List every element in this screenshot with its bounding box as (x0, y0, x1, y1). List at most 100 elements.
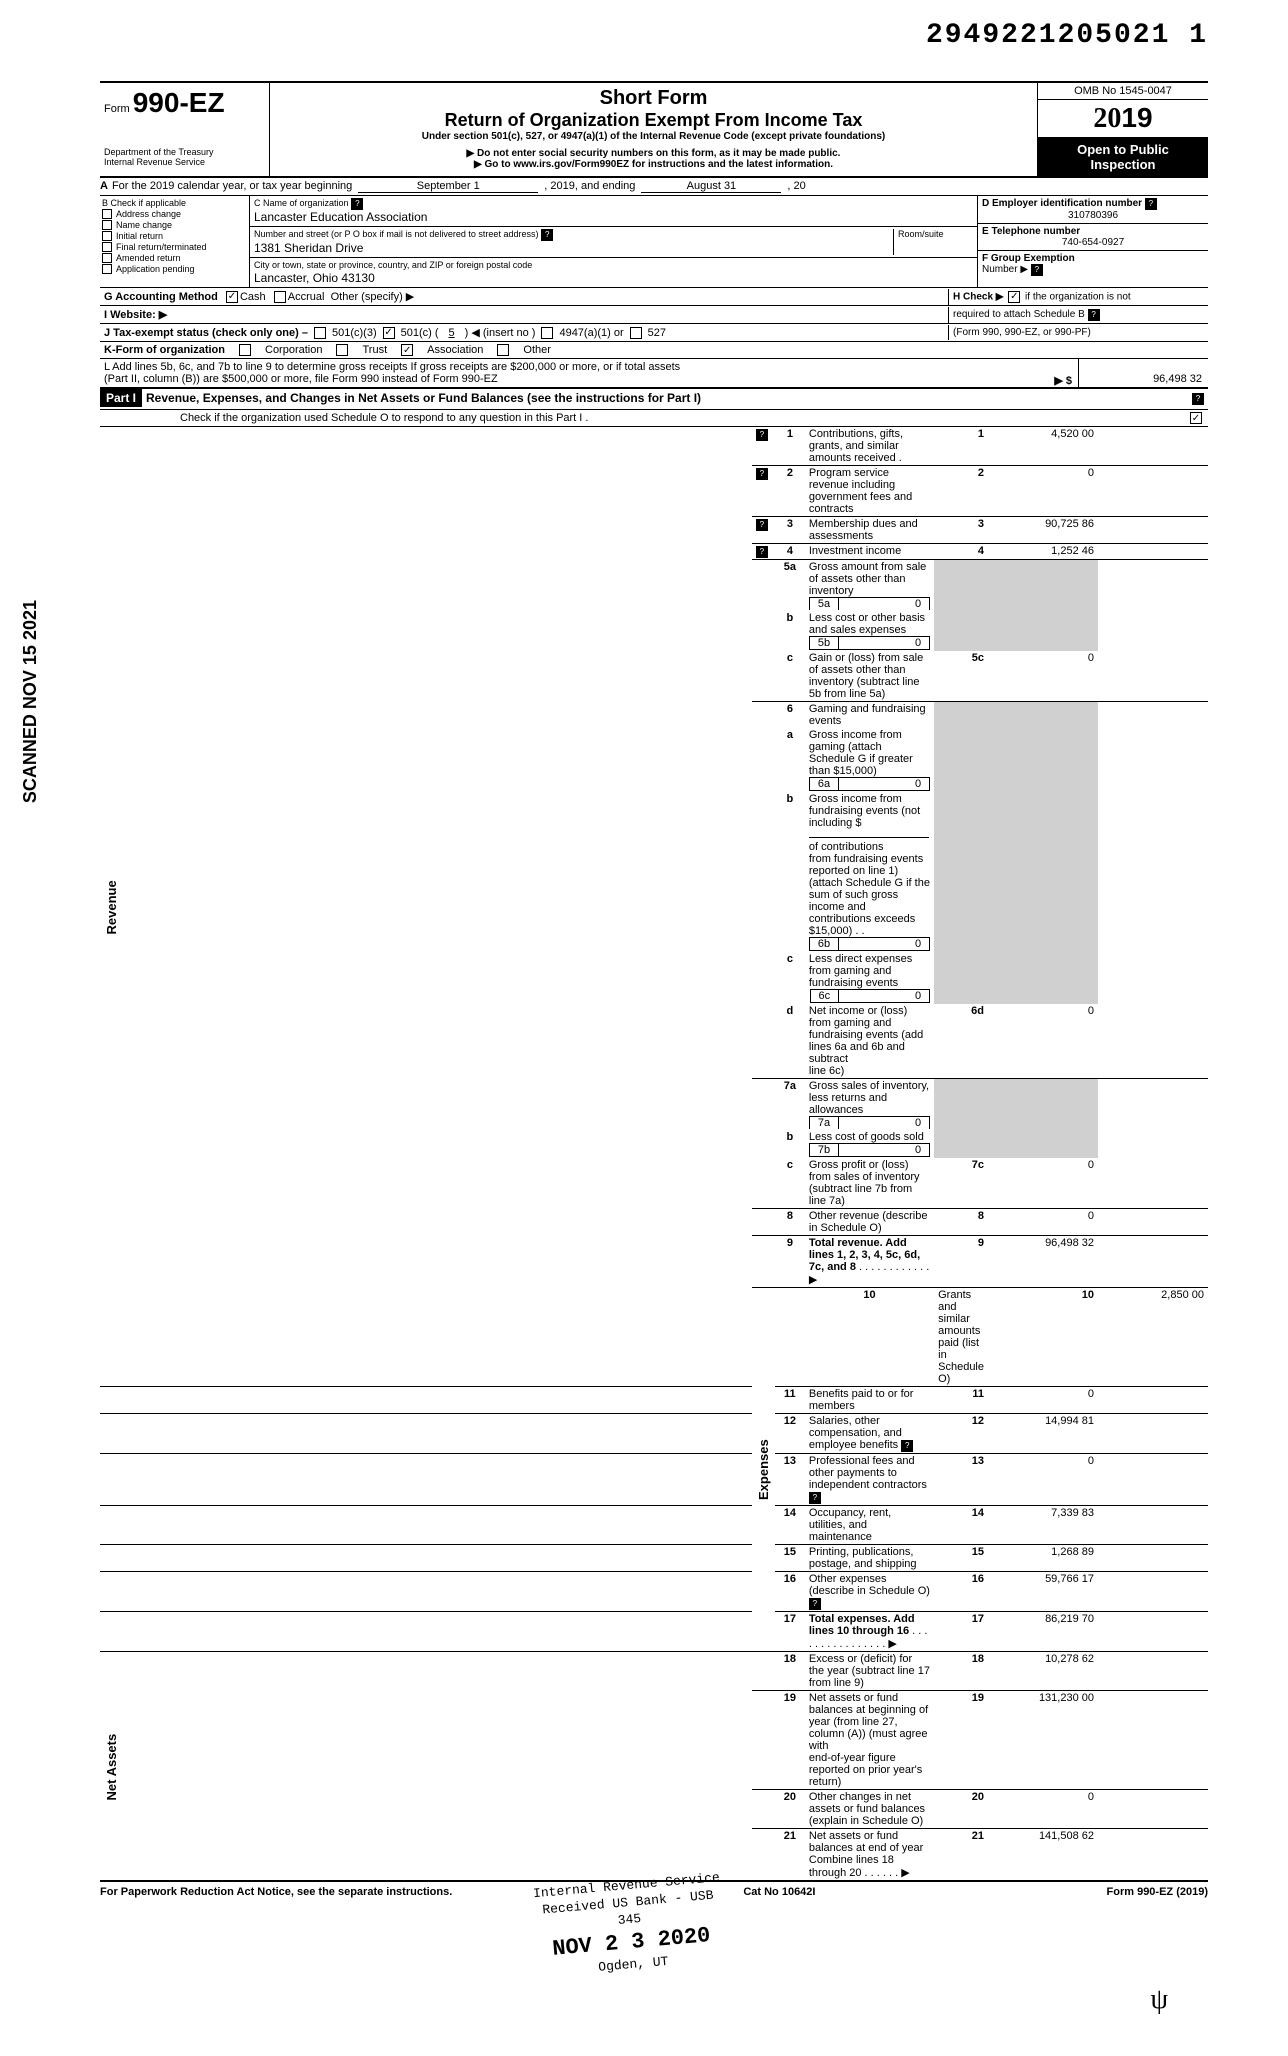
ln-2: 2 (775, 466, 805, 517)
ein-value[interactable]: 310780396 (982, 210, 1204, 221)
txt-12: Salaries, other compensation, and employ… (809, 1415, 902, 1451)
box-11: 11 (934, 1387, 988, 1414)
street-value[interactable]: 1381 Sheridan Drive (254, 241, 363, 255)
ln-6d: d (775, 1004, 805, 1079)
help-icon[interactable]: ? (756, 546, 768, 558)
chk-schedule-b[interactable] (1008, 291, 1020, 303)
ein-label: D Employer identification number (982, 198, 1142, 209)
row-a-end2: , 20 (787, 180, 805, 193)
year-end[interactable]: August 31 (641, 180, 781, 193)
col-b-checkboxes: B Check if applicable Address change Nam… (100, 196, 250, 287)
omb-number: OMB No 1545-0047 (1038, 83, 1208, 100)
label-k: K-Form of organization (104, 344, 225, 356)
chk-trust[interactable] (336, 344, 348, 356)
box-9: 9 (934, 1236, 988, 1288)
row-a-text: For the 2019 calendar year, or tax year … (112, 180, 352, 193)
help-icon[interactable]: ? (351, 198, 363, 210)
help-icon[interactable]: ? (756, 468, 768, 480)
city-value[interactable]: Lancaster, Ohio 43130 (254, 271, 375, 285)
help-icon[interactable]: ? (541, 229, 553, 241)
val-21: 141,508 62 (988, 1829, 1098, 1882)
chk-initial-return[interactable] (102, 231, 112, 241)
help-icon[interactable]: ? (1031, 264, 1043, 276)
chk-501c[interactable] (383, 327, 395, 339)
form-header: Form 990-EZ Department of the Treasury I… (100, 81, 1208, 178)
main-table: Revenue ? 1 Contributions, gifts, grants… (100, 427, 1208, 1882)
ln-8: 8 (775, 1209, 805, 1236)
name-label: C Name of organization (254, 198, 349, 208)
txt-21: Net assets or fund balances at end of ye… (809, 1830, 923, 1879)
help-icon[interactable]: ? (1145, 198, 1157, 210)
txt-19b: end-of-year figure reported on prior yea… (809, 1752, 922, 1788)
h-text3: required to attach Schedule B (953, 309, 1085, 320)
chk-cash[interactable] (226, 291, 238, 303)
help-icon[interactable]: ? (809, 1492, 821, 1504)
row-a-mid: , 2019, and ending (544, 180, 635, 193)
help-icon[interactable]: ? (756, 429, 768, 441)
l-arrow: ▶ $ (1054, 375, 1072, 387)
lbl-address-change: Address change (116, 209, 181, 219)
txt-14: Occupancy, rent, utilities, and maintena… (805, 1506, 934, 1545)
chk-application-pending[interactable] (102, 264, 112, 274)
ln-10: 10 (805, 1288, 934, 1387)
ln-5b: b (775, 611, 805, 651)
box-12: 12 (934, 1414, 988, 1454)
ln-20: 20 (775, 1790, 805, 1829)
label-a: A (100, 180, 108, 193)
txt-6a: Gross income from gaming (attach Schedul… (809, 729, 913, 777)
ibox-7b: 7b (810, 1144, 839, 1156)
box-7c: 7c (934, 1158, 988, 1209)
txt-9: Total revenue. Add lines 1, 2, 3, 4, 5c,… (809, 1237, 920, 1273)
val-14: 7,339 83 (988, 1506, 1098, 1545)
501c-num[interactable]: 5 (443, 327, 461, 339)
dept-treasury: Department of the Treasury (104, 147, 265, 157)
txt-5c: Gain or (loss) from sale of assets other… (805, 651, 934, 702)
side-expenses: Expenses (752, 1288, 775, 1652)
txt-8: Other revenue (describe in Schedule O) (805, 1209, 934, 1236)
help-icon[interactable]: ? (756, 519, 768, 531)
chk-amended-return[interactable] (102, 253, 112, 263)
val-11: 0 (988, 1387, 1098, 1414)
chk-association[interactable] (401, 344, 413, 356)
ln-5c: c (775, 651, 805, 702)
label-g: G Accounting Method (104, 291, 218, 303)
help-icon[interactable]: ? (1088, 309, 1100, 321)
org-name[interactable]: Lancaster Education Association (254, 210, 427, 224)
ln-17: 17 (775, 1612, 805, 1652)
help-icon[interactable]: ? (1192, 393, 1204, 405)
ln-16: 16 (775, 1572, 805, 1612)
txt-10: Grants and similar amounts paid (list in… (934, 1288, 988, 1387)
chk-4947[interactable] (541, 327, 553, 339)
chk-schedule-o[interactable] (1190, 412, 1202, 424)
l-text2: (Part II, column (B)) are $500,000 or mo… (104, 373, 1024, 385)
help-icon[interactable]: ? (809, 1598, 821, 1610)
tel-value[interactable]: 740-654-0927 (982, 237, 1204, 248)
lbl-application-pending: Application pending (116, 264, 195, 274)
chk-final-return[interactable] (102, 242, 112, 252)
row-a-tax-year: A For the 2019 calendar year, or tax yea… (100, 178, 1208, 196)
chk-527[interactable] (630, 327, 642, 339)
val-17: 86,219 70 (988, 1612, 1098, 1652)
label-h: H Check ▶ (953, 291, 1003, 302)
txt-18: Excess or (deficit) for the year (subtra… (805, 1652, 934, 1691)
chk-other-org[interactable] (497, 344, 509, 356)
val-1: 4,520 00 (988, 427, 1098, 466)
year-begin[interactable]: September 1 (358, 180, 538, 193)
ln-6: 6 (775, 702, 805, 729)
txt-6b2: of contributions (809, 841, 884, 853)
chk-accrual[interactable] (274, 291, 286, 303)
lbl-association: Association (427, 344, 483, 356)
help-icon[interactable]: ? (901, 1440, 913, 1452)
chk-address-change[interactable] (102, 209, 112, 219)
ibox-6c: 6c (811, 990, 840, 1002)
chk-corporation[interactable] (239, 344, 251, 356)
lbl-4947: 4947(a)(1) or (559, 327, 623, 339)
chk-name-change[interactable] (102, 220, 112, 230)
txt-6b3: from fundraising events reported on line… (809, 853, 930, 889)
ival-5b: 0 (839, 637, 929, 649)
ln-7a: 7a (775, 1079, 805, 1131)
ln-19: 19 (775, 1691, 805, 1790)
txt-20: Other changes in net assets or fund bala… (805, 1790, 934, 1829)
chk-501c3[interactable] (314, 327, 326, 339)
box-1: 1 (934, 427, 988, 466)
